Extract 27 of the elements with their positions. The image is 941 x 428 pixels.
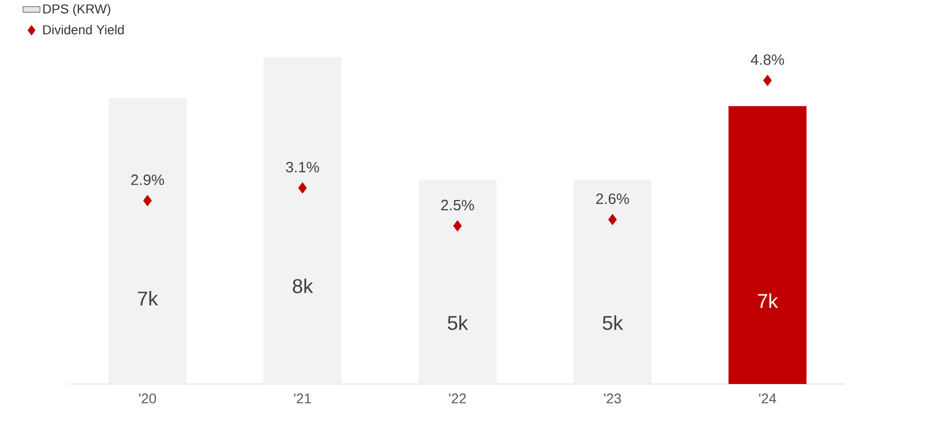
bar [574,180,652,384]
point [143,194,152,206]
data-label: 3.1% [286,162,319,172]
legend-label: DPS (KRW) [43,4,110,16]
point [298,182,307,194]
data-label: 2.9% [131,174,164,186]
x-tick-label: '24 [759,394,776,404]
data-label: 2.5% [441,200,474,210]
x-tick-label: '21 [294,394,311,404]
x-tick-label: '23 [604,394,621,404]
data-label: 4.8% [750,54,784,65]
point [608,214,617,226]
bar [418,180,497,384]
data-label: 7k [138,290,158,306]
bar [728,106,807,384]
x-tick-label: '22 [449,394,466,404]
data-label: 2.6% [596,193,629,204]
point [763,74,772,86]
x-tick-label: '20 [139,394,156,404]
bar [264,57,342,384]
point [453,220,462,232]
data-label: 8k [292,278,314,294]
data-label: 5k [602,315,624,330]
legend-label: Dividend Yield [43,24,124,34]
bar [108,98,186,384]
data-label: 7k [758,293,778,308]
data-label: 5k [448,315,468,330]
